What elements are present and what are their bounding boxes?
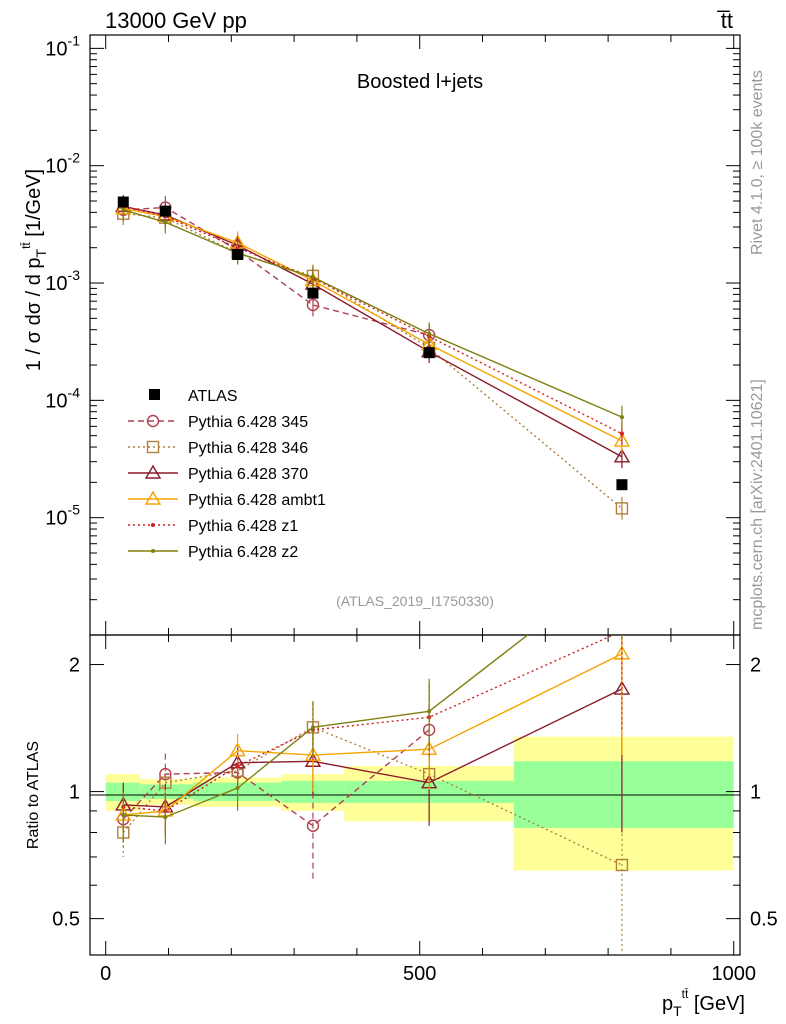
ratio-line: [123, 653, 623, 816]
atlas-point: [616, 479, 628, 491]
ratio-line: [123, 688, 623, 808]
series-marker: [613, 432, 631, 447]
legend-label-atlas: ATLAS: [188, 388, 238, 405]
series-line: [123, 209, 623, 418]
ratio-marker: [235, 785, 240, 790]
series-marker: [427, 331, 432, 336]
ratio-line: [123, 635, 529, 818]
legend-label: Pythia 6.428 ambt1: [188, 492, 326, 509]
legend-label: Pythia 6.428 z1: [188, 518, 298, 535]
atlas-point: [117, 196, 129, 208]
ratio-tick-label-right: 0.5: [750, 909, 778, 931]
legend-label: Pythia 6.428 370: [188, 466, 308, 483]
series-marker: [121, 207, 126, 212]
rivet-version: Rivet 4.1.0, ≥ 100k events: [749, 70, 766, 255]
header-right: t̅t: [717, 8, 733, 33]
analysis-tag: (ATLAS_2019_I1750330): [336, 593, 494, 609]
series-line: [123, 208, 623, 442]
ratio-marker: [427, 709, 432, 714]
ratio-tick-label-right: 2: [750, 655, 761, 677]
series-marker: [619, 431, 624, 436]
legend: ATLAS Pythia 6.428 345 Pythia 6.428 346 Pyt…: [128, 388, 326, 561]
series-line: [123, 213, 623, 509]
legend-label: Pythia 6.428 z2: [188, 544, 298, 561]
ratio-marker: [121, 813, 126, 818]
y-tick-label: 10-1: [45, 32, 80, 60]
ratio-marker: [620, 560, 624, 564]
y-tick-label: 10-4: [45, 384, 80, 412]
series-marker: [310, 275, 315, 280]
atlas-point: [159, 205, 171, 217]
legend-label: Pythia 6.428 346: [188, 440, 308, 457]
ratio-marker: [615, 858, 629, 872]
ratio-line: [123, 635, 615, 812]
x-tick-label: 0: [100, 963, 111, 985]
ratio-marker: [310, 725, 315, 730]
ratio-marker: [620, 629, 624, 633]
x-tick-label: 500: [403, 963, 436, 985]
legend-marker: [144, 464, 162, 479]
header-left: 13000 GeV pp: [105, 8, 247, 33]
main-y-label: 1 / σ dσ / d pTtt̄ [1/GeV]: [19, 169, 49, 371]
legend-label: Pythia 6.428 345: [188, 414, 308, 431]
legend-marker: [151, 549, 155, 553]
series-line: [123, 206, 430, 336]
series-marker: [306, 298, 320, 312]
ratio-marker: [306, 819, 320, 832]
ratio-marker: [229, 742, 246, 757]
series-marker: [615, 502, 629, 515]
ratio-series: [115, 560, 631, 955]
ratio-marker: [235, 763, 240, 768]
legend-marker: [151, 523, 155, 527]
mcplots-site: mcplots.cern.ch [arXiv:2401.10621]: [749, 379, 766, 630]
ratio-band-inner: [140, 784, 194, 800]
ratio-tick-label: 2: [69, 655, 80, 677]
y-tick-label: 10-2: [45, 150, 80, 178]
atlas-point: [423, 347, 435, 359]
series-marker: [619, 415, 624, 420]
series-marker: [163, 220, 168, 225]
atlas-point: [307, 287, 319, 299]
ratio-tick-label-right: 1: [750, 782, 761, 804]
series-marker: [613, 448, 631, 463]
atlas-point: [232, 249, 244, 261]
series-line: [123, 205, 623, 435]
atlas-data-points: [117, 196, 628, 491]
ratio-series-5: [121, 560, 624, 845]
x-axis-label: pTtt̄ [GeV]: [662, 987, 745, 1019]
x-tick-label: 1000: [711, 963, 756, 985]
plot-title: Boosted l+jets: [357, 71, 483, 93]
legend-marker: [146, 414, 160, 428]
ratio-marker: [163, 815, 168, 820]
ratio-line: [122, 726, 623, 866]
ratio-tick-label: 1: [69, 782, 80, 804]
ratio-y-label: Ratio to ATLAS: [25, 741, 42, 849]
y-tick-label: 10-3: [45, 267, 80, 295]
ratio-tick-label: 0.5: [52, 909, 80, 931]
y-tick-label: 10-5: [45, 502, 80, 530]
legend-marker: [144, 490, 162, 505]
ratio-axis-ticks: 0 500 1000 0.5 0.5 1 1 2 2: [52, 635, 778, 985]
legend-marker: [146, 440, 160, 454]
main-axis-ticks: 10-5 10-4 10-3 10-2 10-1: [45, 32, 740, 636]
legend-marker-atlas: [149, 389, 160, 400]
